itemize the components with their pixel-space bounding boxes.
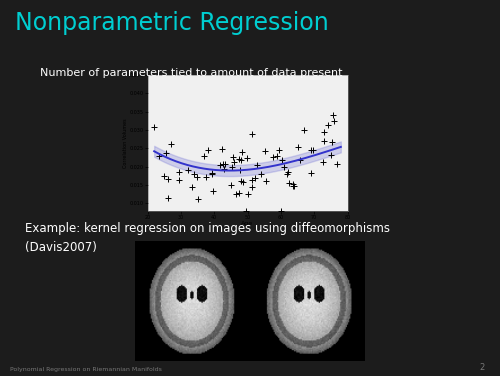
Point [236, 167, 244, 173]
Text: Number of parameters tied to amount of data present: Number of parameters tied to amount of d… [40, 68, 343, 78]
Point [288, 181, 296, 187]
Point [232, 191, 240, 197]
Text: Polynomial Regression on Riemannian Manifolds: Polynomial Regression on Riemannian Mani… [10, 367, 162, 372]
Point [252, 162, 260, 168]
Point [244, 191, 252, 197]
Point [275, 147, 283, 153]
Point [300, 127, 308, 133]
Point [294, 144, 302, 150]
Point [306, 147, 314, 153]
Point [190, 171, 198, 177]
Point [280, 164, 288, 170]
Point [248, 131, 256, 137]
Point [155, 153, 163, 159]
Point [228, 164, 235, 170]
X-axis label: Age: Age [242, 221, 254, 226]
Point [278, 157, 285, 163]
Point [288, 183, 296, 190]
Point [326, 152, 334, 158]
Point [320, 159, 328, 165]
Point [209, 188, 217, 194]
Point [238, 149, 246, 155]
Point [268, 154, 276, 160]
Point [188, 183, 196, 190]
Point [250, 175, 258, 181]
Point [194, 196, 202, 202]
Point [234, 156, 242, 162]
Point [308, 147, 316, 153]
Point [175, 169, 183, 175]
Point [282, 171, 290, 177]
Text: Nonparametric Regression: Nonparametric Regression [15, 11, 329, 35]
Point [320, 138, 328, 144]
Point [277, 208, 285, 214]
Point [244, 155, 252, 161]
Point [162, 150, 170, 156]
Point [296, 158, 304, 164]
Point [193, 174, 201, 180]
Point [229, 154, 237, 160]
Point [290, 183, 298, 190]
Point [184, 167, 192, 173]
Point [220, 161, 228, 167]
Point [220, 166, 228, 172]
Point [284, 169, 292, 175]
Point [320, 129, 328, 135]
Point [150, 124, 158, 130]
Point [168, 141, 175, 147]
Point [174, 177, 182, 183]
Point [208, 171, 216, 177]
Text: Example: kernel regression on images using diffeomorphisms
(Davis2007): Example: kernel regression on images usi… [25, 222, 390, 254]
Point [332, 161, 340, 167]
Point [330, 118, 338, 124]
Point [257, 171, 265, 177]
Point [202, 174, 209, 180]
Point [248, 177, 256, 183]
Point [262, 178, 270, 184]
Point [164, 195, 172, 201]
Point [240, 179, 248, 185]
Point [236, 179, 244, 185]
Point [242, 208, 250, 214]
Point [164, 176, 172, 182]
Point [204, 147, 212, 153]
Y-axis label: Correlation Volumes: Correlation Volumes [123, 118, 128, 168]
Point [228, 182, 235, 188]
Point [261, 147, 269, 153]
Point [248, 184, 256, 190]
Point [208, 170, 216, 176]
Point [307, 170, 315, 176]
Point [216, 162, 224, 168]
Point [218, 146, 226, 152]
Point [273, 153, 281, 159]
Point [200, 153, 208, 159]
Point [238, 157, 246, 163]
Point [328, 112, 336, 118]
Point [234, 190, 242, 196]
Point [230, 159, 238, 165]
Point [328, 139, 336, 145]
Point [285, 180, 293, 186]
Point [160, 173, 168, 179]
Text: 2: 2 [480, 363, 485, 372]
Point [222, 161, 230, 167]
Point [324, 122, 332, 128]
